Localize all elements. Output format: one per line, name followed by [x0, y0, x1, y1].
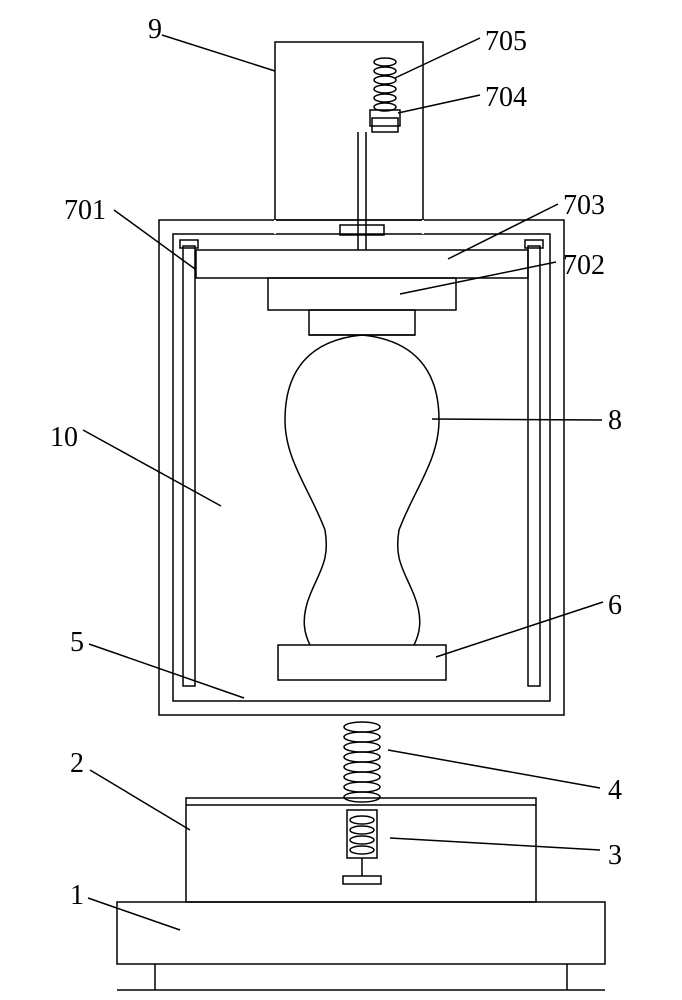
- label-6: 6: [608, 590, 622, 622]
- label-1: 1: [70, 880, 84, 912]
- label-701: 701: [64, 195, 106, 227]
- leader-704: [398, 95, 480, 113]
- bottom-plate: [278, 645, 446, 680]
- leader-705: [395, 38, 480, 78]
- label-8: 8: [608, 405, 622, 437]
- plate-703: [196, 250, 528, 278]
- label-5: 5: [70, 627, 84, 659]
- label-702: 702: [563, 250, 605, 282]
- label-705: 705: [485, 26, 527, 58]
- leader-4: [388, 750, 600, 788]
- main-box-inner: [173, 234, 550, 701]
- diagram-svg: [0, 0, 682, 1000]
- label-4: 4: [608, 775, 622, 807]
- main-box-outer: [159, 220, 564, 715]
- leader-6: [436, 602, 603, 657]
- top-block: [275, 42, 423, 220]
- leader-9: [162, 35, 275, 71]
- leader-5: [89, 644, 244, 698]
- vase: [285, 335, 439, 645]
- leader-3: [390, 838, 600, 850]
- label-704: 704: [485, 82, 527, 114]
- bracket: [186, 798, 536, 902]
- leader-10: [83, 430, 221, 506]
- label-10: 10: [50, 422, 78, 454]
- label-3: 3: [608, 840, 622, 872]
- label-703: 703: [563, 190, 605, 222]
- base-outer: [117, 902, 605, 964]
- block-702: [268, 278, 456, 310]
- leader-2: [90, 770, 190, 830]
- leader-1: [88, 898, 180, 930]
- label-9: 9: [148, 14, 162, 46]
- leader-8: [432, 419, 602, 420]
- label-2: 2: [70, 748, 84, 780]
